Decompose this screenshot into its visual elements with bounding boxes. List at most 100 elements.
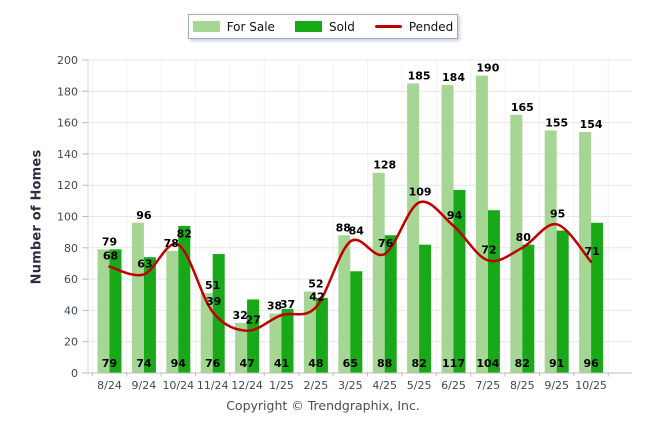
for-sale-value-label: 165 [511, 101, 534, 114]
bar-sold [247, 299, 260, 373]
bar-sold [522, 244, 535, 373]
legend-item-sold: Sold [294, 19, 355, 34]
x-axis-labels: 8/24 9/24 10/24 11/24 12/24 1/25 2/25 3/25 4/25 5… [97, 379, 607, 392]
sold-value-label: 79 [102, 357, 117, 370]
legend-item-for-sale: For Sale [192, 19, 275, 34]
for-sale-value-label: 128 [373, 159, 396, 172]
pended-value-label: 94 [447, 209, 463, 222]
y-tick-label: 120 [57, 179, 78, 192]
y-tick-label: 80 [64, 242, 78, 255]
for-sale-value-label: 32 [232, 309, 247, 322]
bar-for-sale [372, 172, 385, 373]
sold-value-label: 104 [476, 357, 499, 370]
sold-value-label: 65 [343, 357, 358, 370]
for-sale-value-label: 154 [580, 118, 603, 131]
sold-value-label: 91 [549, 357, 564, 370]
bar-sold [556, 230, 569, 373]
sold-value-label: 82 [515, 357, 530, 370]
legend-label-for-sale: For Sale [226, 19, 275, 34]
for-sale-value-label: 78 [164, 237, 179, 250]
y-tick-label: 200 [57, 54, 78, 67]
bar-sold [281, 308, 294, 373]
sold-value-label: 94 [171, 357, 187, 370]
pended-line [108, 200, 593, 332]
bar-for-sale [510, 114, 523, 374]
pended-value-label: 72 [481, 243, 496, 256]
bar-for-sale [475, 75, 488, 374]
pended-value-label: 76 [378, 237, 394, 250]
pended-value-label: 68 [103, 250, 118, 263]
pended-value-label: 71 [584, 245, 599, 258]
bar-sold [143, 257, 156, 373]
pended-value-label: 109 [409, 185, 432, 198]
bar-sold [350, 271, 363, 373]
y-axis-ticks: 0 20 40 60 80 100 120 140 160 180 200 [57, 54, 88, 380]
bar-sold [419, 244, 432, 373]
bar-for-sale [544, 130, 557, 373]
pended-value-label: 95 [550, 207, 565, 220]
for-sale-swatch-icon [192, 21, 220, 32]
sold-value-label: 82 [411, 357, 426, 370]
sold-value-label: 74 [136, 357, 152, 370]
x-tick-label: 3/25 [338, 379, 363, 392]
x-tick-label: 1/25 [269, 379, 294, 392]
pended-value-label: 63 [137, 257, 152, 270]
bar-sold [487, 210, 500, 373]
x-axis-ticks [91, 373, 609, 377]
y-tick-label: 20 [64, 336, 78, 349]
bar-sold [591, 222, 604, 373]
y-tick-label: 100 [57, 211, 78, 224]
y-tick-label: 180 [57, 85, 78, 98]
bar-sold [109, 249, 122, 373]
x-tick-label: 5/25 [407, 379, 432, 392]
legend-label-pended: Pended [408, 19, 454, 34]
pended-line-swatch-icon [374, 25, 402, 28]
x-tick-label: 8/25 [510, 379, 535, 392]
x-tick-label: 4/25 [372, 379, 397, 392]
for-sale-value-label: 52 [308, 278, 323, 291]
for-sale-value-label: 51 [205, 279, 220, 292]
sold-value-label: 88 [377, 357, 392, 370]
chart-legend: For Sale Sold Pended [188, 14, 458, 39]
x-tick-label: 2/25 [304, 379, 329, 392]
y-tick-label: 40 [64, 304, 78, 317]
for-sale-value-label: 190 [476, 62, 499, 75]
pended-value-label: 39 [206, 295, 221, 308]
x-tick-label: 9/25 [544, 379, 569, 392]
for-sale-value-label: 38 [267, 300, 282, 313]
for-sale-value-label: 155 [545, 116, 568, 129]
copyright-text: Copyright © Trendgraphix, Inc. [226, 398, 420, 413]
bar-for-sale [338, 235, 351, 373]
bar-sold [384, 235, 397, 373]
bar-for-sale [269, 313, 282, 373]
x-tick-label: 11/24 [197, 379, 229, 392]
pended-value-label: 82 [177, 228, 192, 241]
x-tick-label: 12/24 [231, 379, 263, 392]
pended-value-label: 42 [309, 290, 324, 303]
x-tick-label: 7/25 [476, 379, 501, 392]
for-sale-value-label: 96 [136, 209, 152, 222]
for-sale-value-label: 185 [408, 69, 431, 82]
x-tick-label: 10/25 [575, 379, 607, 392]
x-tick-label: 8/24 [97, 379, 122, 392]
bar-for-sale [166, 250, 179, 373]
pended-value-label: 84 [349, 225, 365, 238]
bar-sold [315, 297, 328, 373]
x-tick-label: 6/25 [441, 379, 466, 392]
data-labels: 79 79 68 96 74 63 78 94 82 51 76 39 32 47 27 38 41 37 52 48… [102, 62, 603, 370]
y-tick-label: 160 [57, 117, 78, 130]
legend-label-sold: Sold [328, 19, 355, 34]
for-sale-value-label: 88 [336, 221, 351, 234]
for-sale-value-label: 79 [102, 235, 117, 248]
sold-value-label: 48 [308, 357, 323, 370]
pended-value-label: 37 [280, 298, 295, 311]
bar-for-sale [235, 322, 248, 373]
bar-for-sale [200, 293, 213, 373]
pended-value-label: 27 [245, 314, 260, 327]
sold-value-label: 76 [205, 357, 221, 370]
bar-sold [212, 254, 225, 373]
y-tick-label: 0 [71, 367, 78, 380]
legend-item-pended: Pended [374, 19, 454, 34]
